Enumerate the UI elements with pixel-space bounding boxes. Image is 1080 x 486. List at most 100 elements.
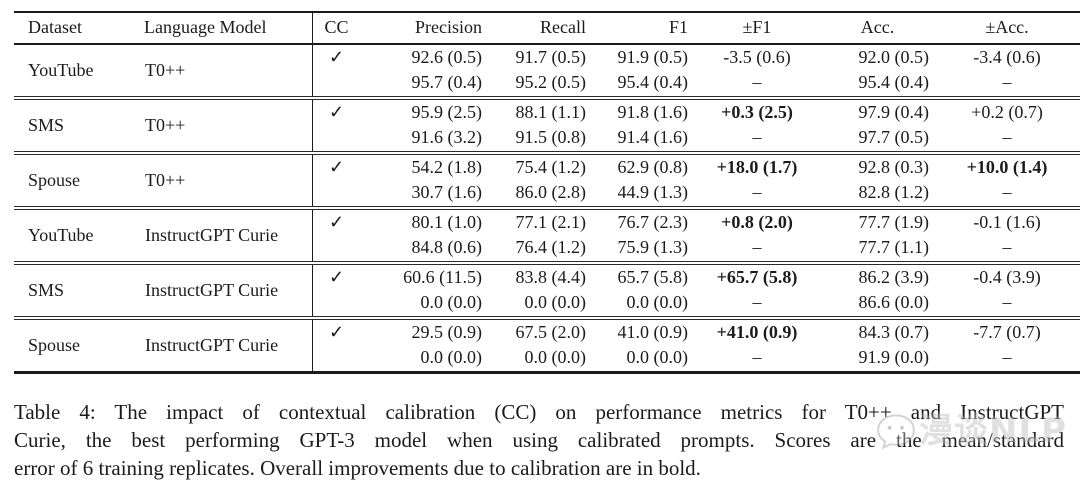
- column-header-cc: CC: [312, 11, 360, 45]
- dataset-cell: SMS: [14, 261, 144, 318]
- value-cell: 0.0 (0.0): [524, 347, 587, 367]
- column-header-recall: Recall: [484, 11, 588, 45]
- table-caption: Table 4: The impact of contextual calibr…: [14, 398, 1064, 482]
- dataset-cell: SMS: [14, 96, 144, 153]
- cc-cell: [312, 125, 360, 153]
- value-cell: 91.9 (0.0): [858, 347, 930, 367]
- value-cell: 91.5 (0.8): [515, 127, 587, 147]
- cc-cell: [312, 70, 360, 98]
- value-cell: 92.8 (0.3): [824, 151, 931, 180]
- model-cell: T0++: [144, 96, 313, 153]
- value-cell: 84.3 (0.7): [824, 316, 931, 345]
- value-cell: –: [1002, 292, 1012, 312]
- value-cell: 54.2 (1.8): [360, 151, 484, 180]
- value-cell: 65.7 (5.8): [588, 261, 690, 290]
- value-cell: 0.0 (0.0): [626, 347, 689, 367]
- results-table: Dataset Language Model CC Precision Recall F1…: [14, 11, 1080, 374]
- dataset-cell: Spouse: [14, 316, 144, 373]
- table-header: Dataset Language Model CC Precision Recall F1…: [14, 11, 1080, 45]
- value-cell: 44.9 (1.3): [617, 182, 689, 202]
- value-cell: 77.7 (1.9): [824, 206, 931, 235]
- cc-cell: [312, 345, 360, 373]
- value-cell: 95.4 (0.4): [858, 72, 930, 92]
- table-row: 30.7 (1.6) 86.0 (2.8) 44.9 (1.3) – 82.8 (1.2…: [14, 180, 1080, 208]
- value-cell: –: [1002, 127, 1012, 147]
- value-cell: –: [752, 237, 762, 257]
- value-cell: 0.0 (0.0): [524, 292, 587, 312]
- value-cell: 97.7 (0.5): [858, 127, 930, 147]
- value-cell: +0.3 (2.5): [690, 96, 824, 125]
- table-row: 95.7 (0.4) 95.2 (0.5) 95.4 (0.4) – 95.4 (0.4…: [14, 70, 1080, 98]
- value-cell: 0.0 (0.0): [626, 292, 689, 312]
- table-row: YouTube T0++ ✓ 92.6 (0.5) 91.7 (0.5) 91.9 (0.…: [14, 44, 1080, 80]
- column-header-pmf1: ±F1: [690, 11, 824, 45]
- value-cell: 29.5 (0.9): [360, 316, 484, 345]
- table-row: 91.6 (3.2) 91.5 (0.8) 91.4 (1.6) – 97.7 (0.5…: [14, 125, 1080, 153]
- value-cell: 86.6 (0.0): [858, 292, 930, 312]
- value-cell: 62.9 (0.8): [588, 151, 690, 180]
- value-cell: -0.1 (1.6): [931, 206, 1080, 235]
- value-cell: 76.4 (1.2): [515, 237, 587, 257]
- cc-checkmark: ✓: [312, 316, 360, 345]
- value-cell: 91.4 (1.6): [617, 127, 689, 147]
- dataset-cell: Spouse: [14, 151, 144, 208]
- value-cell: -0.4 (3.9): [931, 261, 1080, 290]
- cc-checkmark: ✓: [312, 96, 360, 125]
- model-cell: InstructGPT Curie: [144, 261, 313, 318]
- header-row: Dataset Language Model CC Precision Recall F1…: [14, 11, 1080, 45]
- cc-cell: [312, 180, 360, 208]
- value-cell: 86.2 (3.9): [824, 261, 931, 290]
- caption-line: Curie, the best performing GPT-3 model w…: [14, 428, 1064, 452]
- table-row: 0.0 (0.0) 0.0 (0.0) 0.0 (0.0) – 86.6 (0.0) –: [14, 290, 1080, 318]
- value-cell: 60.6 (11.5): [360, 261, 484, 290]
- column-header-dataset: Dataset: [14, 11, 144, 45]
- model-cell: T0++: [145, 60, 186, 80]
- value-cell: 75.9 (1.3): [617, 237, 689, 257]
- model-cell: InstructGPT Curie: [144, 206, 313, 263]
- value-cell: 77.1 (2.1): [484, 206, 588, 235]
- value-cell: +10.0 (1.4): [931, 151, 1080, 180]
- table-row: SMS InstructGPT Curie ✓ 60.6 (11.5) 83.8 (4.…: [14, 261, 1080, 318]
- table-row: Spouse InstructGPT Curie ✓ 29.5 (0.9) 67.5 (…: [14, 316, 1080, 373]
- value-cell: –: [752, 292, 762, 312]
- column-header-languagemodel: Language Model: [144, 11, 313, 45]
- cc-cell: [312, 290, 360, 318]
- value-cell: -3.4 (0.6): [973, 47, 1041, 67]
- table-body: YouTube T0++ ✓ 92.6 (0.5) 91.7 (0.5) 91.9 (0.…: [14, 44, 1080, 373]
- value-cell: 80.1 (1.0): [360, 206, 484, 235]
- value-cell: 95.7 (0.4): [411, 72, 483, 92]
- value-cell: +18.0 (1.7): [690, 151, 824, 180]
- value-cell: 91.7 (0.5): [515, 47, 587, 67]
- value-cell: 97.9 (0.4): [824, 96, 931, 125]
- value-cell: +65.7 (5.8): [690, 261, 824, 290]
- value-cell: 88.1 (1.1): [484, 96, 588, 125]
- caption-line: error of 6 training replicates. Overall …: [14, 456, 701, 480]
- value-cell: –: [1002, 347, 1012, 367]
- table-row: 0.0 (0.0) 0.0 (0.0) 0.0 (0.0) – 91.9 (0.0) –: [14, 345, 1080, 373]
- dataset-cell: YouTube: [28, 60, 94, 80]
- value-cell: 86.0 (2.8): [515, 182, 587, 202]
- value-cell: –: [752, 127, 762, 147]
- model-cell: InstructGPT Curie: [144, 316, 313, 373]
- value-cell: 30.7 (1.6): [411, 182, 483, 202]
- value-cell: 92.0 (0.5): [858, 47, 930, 67]
- value-cell: 76.7 (2.3): [588, 206, 690, 235]
- value-cell: 0.0 (0.0): [420, 347, 483, 367]
- column-header-f1: F1: [588, 11, 690, 45]
- value-cell: 91.6 (3.2): [411, 127, 483, 147]
- table-row: Spouse T0++ ✓ 54.2 (1.8) 75.4 (1.2) 62.9 (0.8…: [14, 151, 1080, 208]
- value-cell: –: [752, 182, 762, 202]
- value-cell: 67.5 (2.0): [484, 316, 588, 345]
- cc-checkmark: ✓: [312, 151, 360, 180]
- value-cell: 83.8 (4.4): [484, 261, 588, 290]
- value-cell: +0.8 (2.0): [690, 206, 824, 235]
- column-header-acc: Acc.: [824, 11, 931, 45]
- cc-checkmark: ✓: [312, 44, 360, 70]
- value-cell: 82.8 (1.2): [858, 182, 930, 202]
- value-cell: 92.6 (0.5): [411, 47, 483, 67]
- value-cell: –: [1002, 182, 1012, 202]
- value-cell: –: [752, 72, 762, 92]
- value-cell: 91.8 (1.6): [588, 96, 690, 125]
- cc-checkmark: ✓: [312, 261, 360, 290]
- value-cell: 91.9 (0.5): [617, 47, 689, 67]
